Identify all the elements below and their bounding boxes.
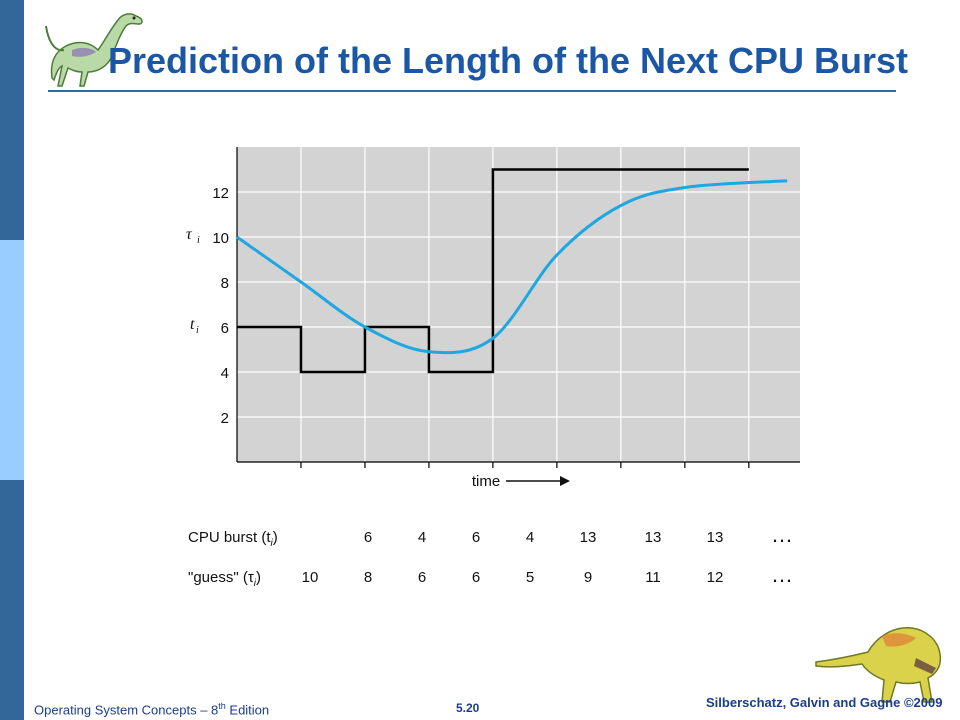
table-value: 9 xyxy=(584,569,592,586)
table-row-label: CPU burst (ti) xyxy=(188,529,278,549)
y-tick-label: 6 xyxy=(221,320,229,337)
x-axis-label: time xyxy=(472,473,500,490)
y-tick-label: 10 xyxy=(212,230,229,247)
table-value: 8 xyxy=(364,569,372,586)
y-tick-label: 8 xyxy=(221,275,229,292)
x-axis-arrow-head xyxy=(560,476,570,486)
cpu-burst-step-line xyxy=(237,168,749,374)
table-value: 4 xyxy=(418,529,426,546)
table-value: 13 xyxy=(707,529,724,546)
table-value: 12 xyxy=(707,569,724,586)
page-number: 5.20 xyxy=(456,701,480,715)
t-axis-symbol: t xyxy=(190,316,195,333)
tau-axis-symbol: τ xyxy=(186,226,193,243)
table-value: 13 xyxy=(645,529,662,546)
footer-book-title: Operating System Concepts – 8th Edition xyxy=(34,701,269,717)
table-row-label: "guess" (τi) xyxy=(188,569,261,589)
footer-edition-sup: th xyxy=(218,701,226,711)
slide-title: Prediction of the Length of the Next CPU… xyxy=(108,40,909,81)
tau-axis-subscript: i xyxy=(197,235,200,246)
dinosaur-reading-icon xyxy=(815,627,942,703)
table-value: 5 xyxy=(526,569,534,586)
table-value: 6 xyxy=(472,529,480,546)
table-value: 6 xyxy=(364,529,372,546)
y-tick-label: 4 xyxy=(221,365,229,382)
table-value: 6 xyxy=(418,569,426,586)
table-ellipsis: … xyxy=(771,562,793,587)
dinosaur-logo-icon xyxy=(45,13,143,87)
y-tick-label: 12 xyxy=(212,185,229,202)
footer-book-title-text: Operating System Concepts – 8 xyxy=(34,702,219,718)
y-tick-label: 2 xyxy=(221,410,229,427)
chart-area: 2 4 6 8 10 12 τ i t i time CPU burst (ti) 6 4 6 4 13 13 13… xyxy=(160,140,820,610)
plot-background xyxy=(237,147,800,462)
title-divider xyxy=(48,90,896,92)
table-value: 6 xyxy=(472,569,480,586)
table-ellipsis: … xyxy=(771,522,793,547)
guess-smooth-curve xyxy=(236,179,788,355)
table-value: 13 xyxy=(580,529,597,546)
sidebar-highlight xyxy=(0,240,24,480)
footer-edition-text: Edition xyxy=(225,702,270,718)
copyright-text: Silberschatz, Galvin and Gagne ©2009 xyxy=(706,695,943,710)
table-value: 4 xyxy=(526,529,534,546)
table-value: 11 xyxy=(645,569,661,586)
t-axis-subscript: i xyxy=(196,325,199,336)
table-value: 10 xyxy=(302,569,319,586)
